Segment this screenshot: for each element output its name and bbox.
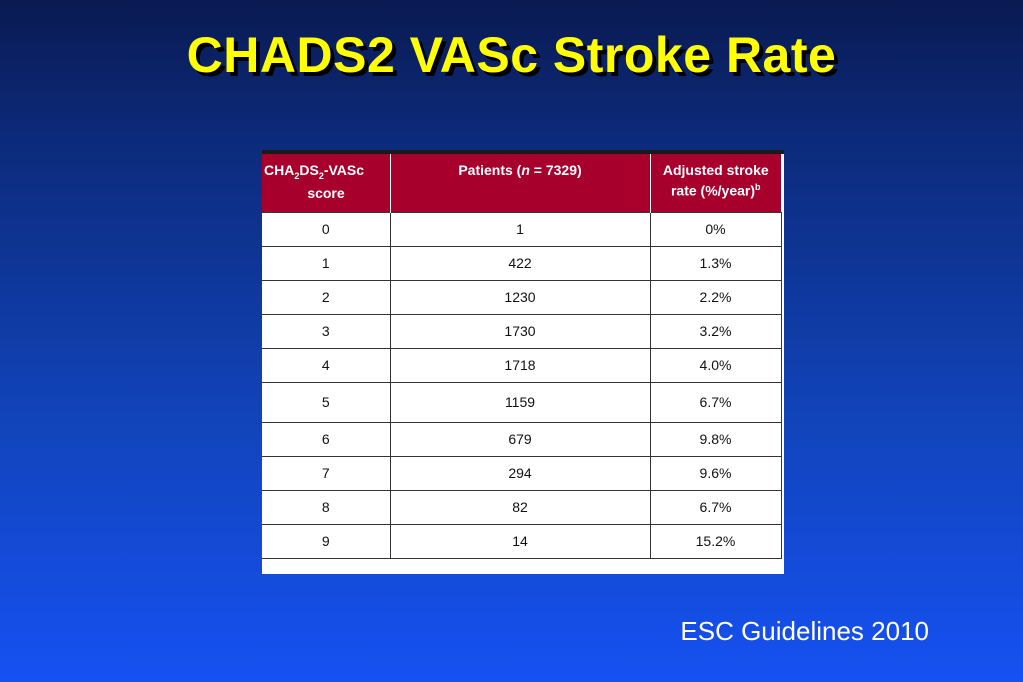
header-score-line2: score <box>307 184 345 201</box>
cell-patients: 422 <box>389 245 651 281</box>
cell-rate: 15.2% <box>649 523 782 559</box>
cell-score: 1 <box>262 245 391 281</box>
cell-rate: 9.6% <box>649 455 782 491</box>
header-score: CHA2DS2-VASc score <box>262 154 391 212</box>
cell-score: 7 <box>262 455 391 491</box>
stroke-rate-table: CHA2DS2-VASc score Patients (n = 7329) A… <box>262 154 782 559</box>
cell-rate: 3.2% <box>649 313 782 349</box>
header-rate: Adjusted stroke rate (%/year)b <box>650 154 781 212</box>
header-rate-line1: Adjusted stroke <box>662 162 769 178</box>
cell-rate: 4.0% <box>649 347 782 383</box>
table-row: 8 82 6.7% <box>262 489 782 525</box>
cell-score: 9 <box>262 523 391 559</box>
table-row: 2 1230 2.2% <box>262 279 782 315</box>
header-patients-prefix: Patients ( <box>458 162 522 178</box>
header-rate-sup: b <box>755 182 761 192</box>
table-row: 7 294 9.6% <box>262 455 782 491</box>
table-row: 5 1159 6.7% <box>262 381 782 423</box>
cell-rate: 2.2% <box>649 279 782 315</box>
cell-patients: 1230 <box>389 279 651 315</box>
table-header-row: CHA2DS2-VASc score Patients (n = 7329) A… <box>262 154 781 212</box>
cell-rate: 6.7% <box>649 381 782 423</box>
header-patients: Patients (n = 7329) <box>390 154 651 212</box>
header-score-text-b: DS <box>299 162 319 178</box>
table-row: 1 422 1.3% <box>262 245 782 281</box>
cell-patients: 1159 <box>389 381 651 423</box>
cell-patients: 679 <box>389 421 651 457</box>
table-row: 6 679 9.8% <box>262 421 782 457</box>
source-citation: ESC Guidelines 2010 <box>680 616 929 646</box>
cell-rate: 6.7% <box>649 489 782 525</box>
cell-patients: 1 <box>389 211 651 247</box>
cell-score: 8 <box>262 489 391 525</box>
cell-score: 2 <box>262 279 391 315</box>
cell-score: 4 <box>262 347 391 383</box>
table-row: 9 14 15.2% <box>262 523 782 559</box>
header-score-text-c: -VASc <box>323 162 365 178</box>
table-row: 3 1730 3.2% <box>262 313 782 349</box>
header-rate-line2: rate (%/year) <box>670 182 756 199</box>
header-patients-suffix: = 7329) <box>529 162 582 178</box>
cell-rate: 0% <box>649 211 782 247</box>
slide-title: CHADS2 VASc Stroke Rate <box>186 27 837 83</box>
cell-rate: 9.8% <box>649 421 782 457</box>
cell-score: 5 <box>262 381 391 423</box>
cell-score: 6 <box>262 421 391 457</box>
cell-patients: 14 <box>389 523 651 559</box>
table-row: 0 1 0% <box>262 211 782 247</box>
cell-score: 0 <box>262 211 391 247</box>
header-patients-n: n <box>521 162 530 178</box>
cell-patients: 1730 <box>389 313 651 349</box>
header-score-sub1: 2 <box>294 170 300 181</box>
cell-patients: 294 <box>389 455 651 491</box>
table-row: 4 1718 4.0% <box>262 347 782 383</box>
cell-patients: 82 <box>389 489 651 525</box>
stroke-rate-table-container: CHA2DS2-VASc score Patients (n = 7329) A… <box>262 150 784 574</box>
cell-rate: 1.3% <box>649 245 782 281</box>
cell-score: 3 <box>262 313 391 349</box>
header-score-sub2: 2 <box>318 170 324 181</box>
cell-patients: 1718 <box>389 347 651 383</box>
header-score-text-a: CHA <box>264 162 295 178</box>
